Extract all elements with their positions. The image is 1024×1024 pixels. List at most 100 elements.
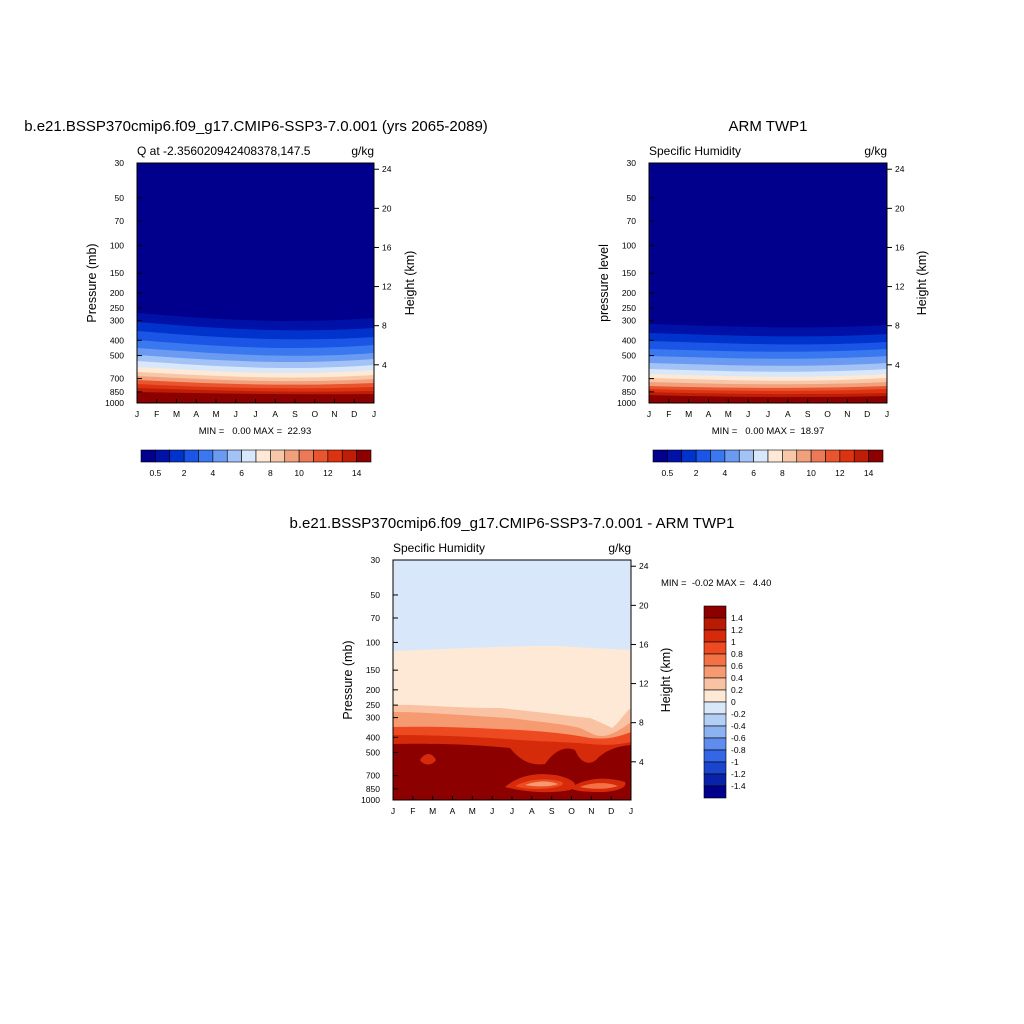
- panel-obs-colorbar-label: 10: [806, 468, 816, 478]
- panel-diff-xtick-label: D: [608, 806, 614, 816]
- panel-obs-ytick-right-label: 20: [895, 203, 905, 213]
- panel-model-subtitle-right: g/kg: [351, 144, 374, 158]
- panel-model-colorbar-label: 10: [294, 468, 304, 478]
- panel-model-ytick-label: 500: [110, 351, 124, 361]
- panel-obs-colorbar-swatch: [667, 449, 683, 463]
- panel-diff-ytick-label: 1000: [361, 795, 380, 805]
- panel-model-ytick-label: 850: [110, 387, 124, 397]
- panel-model-ytick-label: 400: [110, 335, 124, 345]
- panel-diff-xtick-label: M: [469, 806, 476, 816]
- panel-diff-ytick-label: 400: [366, 732, 380, 742]
- panel-model-colorbar-swatch: [298, 449, 314, 463]
- panel-obs-ylabel-right: Height (km): [915, 251, 929, 316]
- panel-obs-subtitle-left: Specific Humidity: [649, 144, 741, 158]
- panel-obs-xtick-label: O: [824, 409, 831, 419]
- panel-diff-colorbar-swatch: [703, 725, 727, 739]
- panel-model-colorbar-swatch: [270, 449, 286, 463]
- panel-obs-ylabel: pressure level: [597, 244, 611, 322]
- panel-obs-colorbar-swatch: [796, 449, 812, 463]
- panel-model-ylabel: Pressure (mb): [85, 243, 99, 322]
- panel-diff-xtick-label: O: [568, 806, 575, 816]
- panel-diff-colorbar-label: -1.4: [731, 781, 746, 791]
- panel-diff-subtitle-right: g/kg: [608, 541, 631, 555]
- panel-obs-xtick-label: J: [746, 409, 750, 419]
- panel-diff-ytick-right-label: 20: [639, 600, 649, 610]
- panel-obs-xtick-label: S: [805, 409, 811, 419]
- panel-diff-ytick-right-label: 16: [639, 639, 649, 649]
- panel-obs-ytick-label: 200: [622, 288, 636, 298]
- panel-diff-xtick-label: S: [549, 806, 555, 816]
- panel-obs-colorbar-swatch: [868, 449, 884, 463]
- panel-model-ytick-label: 150: [110, 268, 124, 278]
- panel-model-colorbar-swatch: [284, 449, 300, 463]
- panel-obs-ytick-label: 150: [622, 268, 636, 278]
- panel-obs-minmax: MIN = 0.00 MAX = 18.97: [712, 426, 824, 437]
- panel-obs-xtick-label: J: [253, 409, 257, 419]
- panel-diff-y-ticks-right: 24 20 16 12 8 4: [631, 561, 649, 767]
- panel-model-colorbar-label: 14: [352, 468, 362, 478]
- panel-obs-xtick-label: J: [647, 409, 651, 419]
- panel-model-colorbar-swatch: [313, 449, 329, 463]
- panel-diff: b.e21.BSSP370cmip6.f09_g17.CMIP6-SSP3-7.…: [290, 515, 772, 816]
- panel-obs-ytick-right-label: 4: [895, 360, 900, 370]
- panel-obs-colorbar-swatch: [810, 449, 826, 463]
- panel-model-ytick-label: 700: [110, 374, 124, 384]
- panel-obs-ytick-label: 70: [627, 216, 637, 226]
- panel-diff-colorbar-label: 0: [731, 697, 736, 707]
- panel-model-colorbar-swatch: [212, 449, 228, 463]
- panel-obs-colorbar-swatch: [738, 449, 754, 463]
- panel-diff-colorbar-swatch: [703, 713, 727, 727]
- panel-model-colorbar-label: 4: [211, 468, 216, 478]
- panel-obs-colorbar-swatch: [652, 449, 668, 463]
- panel-diff-colorbar-label: -1.2: [731, 769, 746, 779]
- panel-obs-ytick-right-label: 12: [895, 282, 905, 292]
- panel-diff-ytick-label: 700: [366, 771, 380, 781]
- panel-diff-minmax: MIN = -0.02 MAX = 4.40: [661, 578, 771, 589]
- panel-diff-xtick-label: N: [588, 806, 594, 816]
- panel-diff-colorbar-label: -0.8: [731, 745, 746, 755]
- panel-diff-colorbar-label: -0.4: [731, 721, 746, 731]
- panel-diff-colorbar-swatch: [703, 761, 727, 775]
- panel-model-colorbar-swatch: [183, 449, 199, 463]
- panel-model-ytick-label: 1000: [105, 398, 124, 408]
- panel-model-contour-fill: [137, 163, 374, 403]
- panel-obs-xtick-label: A: [193, 409, 199, 419]
- panel-model-ylabel-right: Height (km): [403, 251, 417, 316]
- panel-obs-colorbar-swatch: [839, 449, 855, 463]
- panel-diff-xtick-label: F: [410, 806, 415, 816]
- panel-model-colorbar: 0.5 2 4 6 8 10 12 14: [140, 449, 372, 478]
- panel-diff-ytick-right-label: 8: [639, 718, 644, 728]
- panel-diff-colorbar-swatch: [703, 653, 727, 667]
- panel-obs-xtick-label: M: [212, 409, 219, 419]
- panel-model: b.e21.BSSP370cmip6.f09_g17.CMIP6-SSP3-7.…: [24, 118, 488, 478]
- panel-obs-ytick-right-label: 16: [895, 242, 905, 252]
- panel-obs-xtick-label: F: [154, 409, 159, 419]
- panel-diff-xtick-label: A: [450, 806, 456, 816]
- panel-model-colorbar-swatch: [341, 449, 357, 463]
- panel-obs-subtitle-right: g/kg: [864, 144, 887, 158]
- panel-diff-colorbar-swatch: [703, 785, 727, 799]
- panel-model-ytick-right-label: 24: [382, 164, 392, 174]
- panel-diff-ytick-right-label: 24: [639, 561, 649, 571]
- panel-obs-ytick-right-label: 8: [895, 321, 900, 331]
- panel-obs-colorbar-swatch: [825, 449, 841, 463]
- panel-diff-title: b.e21.BSSP370cmip6.f09_g17.CMIP6-SSP3-7.…: [290, 515, 735, 532]
- panel-obs-colorbar-label: 2: [694, 468, 699, 478]
- panel-diff-contour-fill: [393, 560, 631, 800]
- panel-diff-ytick-label: 50: [371, 590, 381, 600]
- panel-diff-colorbar-label: 0.8: [731, 649, 743, 659]
- panel-obs-ytick-label: 700: [622, 374, 636, 384]
- panel-diff-colorbar-label: -0.2: [731, 709, 746, 719]
- panel-model-ytick-label: 200: [110, 288, 124, 298]
- panel-obs-ytick-label: 400: [622, 335, 636, 345]
- panel-obs-ytick-right-label: 24: [895, 164, 905, 174]
- panel-obs-colorbar-label: 4: [723, 468, 728, 478]
- panel-model-colorbar-swatch: [226, 449, 242, 463]
- panel-diff-ylabel-right: Height (km): [659, 648, 673, 713]
- panel-diff-colorbar-label: 0.4: [731, 673, 743, 683]
